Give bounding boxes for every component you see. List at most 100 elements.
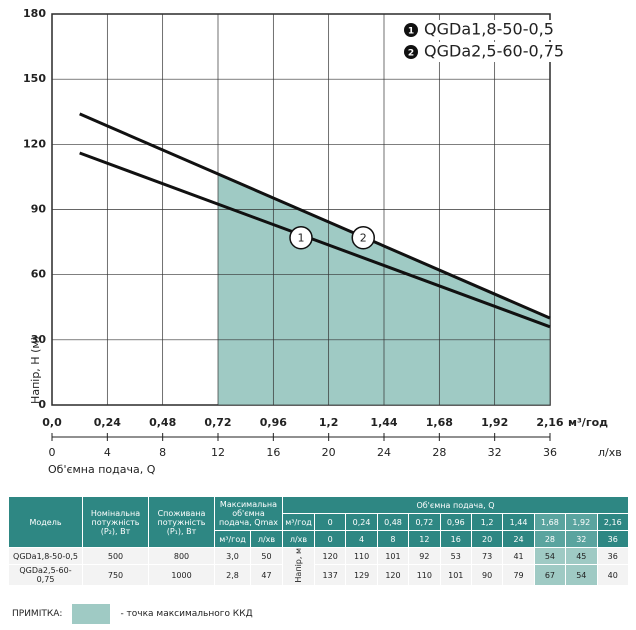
annotation-marker (351, 225, 375, 250)
table-cell: 101 (376, 547, 410, 565)
note-text: - точка максимального ККД (120, 609, 253, 619)
table-cell: 1000 (148, 564, 215, 586)
header-cell: м³/год (282, 513, 315, 531)
x2-tick-label: 32 (488, 446, 502, 459)
table-cell: 800 (148, 547, 215, 565)
y-tick-label: 180 (23, 7, 46, 20)
header-cell: 1,2 (470, 513, 504, 531)
header-cell: 16 (439, 530, 472, 548)
spec-table: Модель Номінальна потужність (P₂), Вт Спож… (8, 496, 630, 586)
x-tick-label: 2,16 (536, 416, 563, 429)
x-tick-label: 0,24 (94, 416, 121, 429)
table-cell: 73 (470, 547, 504, 565)
note-swatch (72, 604, 111, 624)
header-cell: Номінальна потужність (P₂), Вт (82, 496, 149, 548)
legend-label: QGDa1,8-50-0,5 (424, 20, 554, 39)
x-tick-label: 0,72 (204, 416, 231, 429)
header-cell: л/хв (282, 530, 315, 548)
table-cell: 50 (250, 547, 283, 565)
y-tick-label: 0 (38, 398, 46, 411)
x2-tick-label: 4 (104, 446, 111, 459)
table-cell: 45 (565, 547, 598, 565)
y-axis-label: Напір, Н (м) (29, 336, 42, 404)
x2-tick-label: 8 (159, 446, 166, 459)
header-cell: 0,96 (439, 513, 472, 531)
legend-bg (398, 42, 608, 62)
x-tick-label: 0,96 (260, 416, 287, 429)
annotation-label: 2 (360, 232, 367, 245)
table-cell: QGDa2,5-60-0,75 (8, 564, 83, 586)
x2-tick-label: 12 (211, 446, 225, 459)
table-cell: 47 (250, 564, 283, 586)
table-cell: 110 (408, 564, 441, 586)
x2-tick-label: 16 (266, 446, 280, 459)
annotation-marker (289, 225, 313, 250)
table-cell: 120 (376, 564, 410, 586)
header-cell: 4 (345, 530, 378, 548)
x2-tick-label: 36 (543, 446, 557, 459)
header-cell: 1,44 (502, 513, 535, 531)
table-cell: 110 (345, 547, 378, 565)
series-line (79, 112, 551, 320)
legend-marker (404, 23, 418, 37)
x-tick-label: 1,92 (481, 416, 508, 429)
header-cell: 0,72 (408, 513, 441, 531)
header-cell: 24 (502, 530, 535, 548)
header-cell: 20 (470, 530, 504, 548)
header-cell: 1,68 (533, 513, 567, 531)
header-cell: 8 (376, 530, 410, 548)
header-cell: 0 (313, 513, 347, 531)
header-cell: Об'ємна подача, Q (282, 496, 629, 514)
legend-marker-label: 2 (408, 49, 414, 59)
header-cell: л/хв (250, 530, 283, 548)
x2-tick-label: 0 (49, 446, 56, 459)
header-cell: 36 (596, 530, 630, 548)
x2-unit: л/хв (598, 446, 622, 459)
table-cell: 129 (345, 564, 378, 586)
head-label: Напір, м (282, 547, 315, 586)
table-cell: 40 (596, 564, 630, 586)
x-unit: м³/год (568, 416, 608, 429)
header-cell: Максимальна об'ємна подача, Qmax (214, 496, 283, 531)
table-cell: 79 (502, 564, 535, 586)
x-tick-label: 0,48 (149, 416, 176, 429)
header-cell: м³/год (214, 530, 251, 548)
x-tick-label: 1,44 (370, 416, 397, 429)
table-cell: 54 (565, 564, 598, 586)
legend-marker-label: 1 (408, 27, 414, 37)
table-cell: 137 (313, 564, 347, 586)
y-tick-label: 90 (31, 203, 47, 216)
table-cell: QGDa1,8-50-0,5 (8, 547, 83, 565)
table-cell: 53 (439, 547, 472, 565)
header-cell: Модель (8, 496, 83, 548)
chart: м³/год л/хв Об'ємна подача, Q Напір, Н (… (23, 7, 622, 476)
table-cell: 90 (470, 564, 504, 586)
legend-marker (404, 45, 418, 59)
header-cell: 32 (565, 530, 598, 548)
table-cell: 36 (596, 547, 630, 565)
header-cell: 0,24 (345, 513, 378, 531)
header-cell: 0 (313, 530, 347, 548)
y-tick-label: 120 (23, 137, 46, 150)
header-cell: 28 (533, 530, 567, 548)
head-label-text: Напір, м (294, 548, 303, 583)
annotation-label: 1 (298, 232, 305, 245)
x-tick-label: 1,2 (319, 416, 339, 429)
y-tick-label: 150 (23, 72, 46, 85)
x-tick-label: 1,68 (426, 416, 453, 429)
header-cell: 12 (408, 530, 441, 548)
table-cell: 500 (82, 547, 149, 565)
note: ПРИМІТКА: - точка максимального ККД (12, 604, 253, 624)
table-cell: 54 (533, 547, 567, 565)
table-cell: 120 (313, 547, 347, 565)
table-cell: 3,0 (214, 547, 251, 565)
y-tick-label: 30 (31, 333, 47, 346)
x2-tick-label: 28 (432, 446, 446, 459)
x2-tick-label: 24 (377, 446, 391, 459)
table-cell: 2,8 (214, 564, 251, 586)
header-cell: Споживана потужність (P₁), Вт (148, 496, 215, 548)
header-cell: 0,48 (376, 513, 410, 531)
table-cell: 92 (408, 547, 441, 565)
table-cell: 67 (533, 564, 567, 586)
table-cell: 41 (502, 547, 535, 565)
